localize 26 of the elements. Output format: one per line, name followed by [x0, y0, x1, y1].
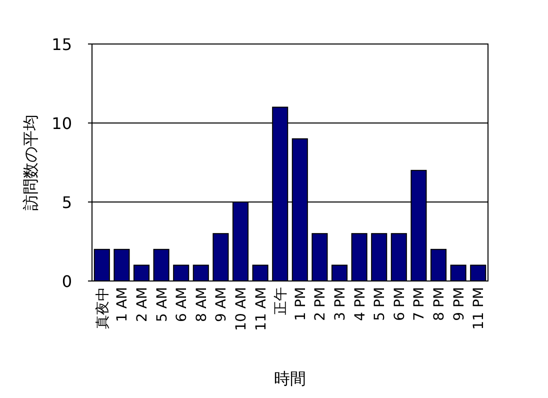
x-tick-label: 9 AM — [214, 287, 230, 322]
x-tick-label: 6 AM — [174, 287, 190, 322]
x-tick-label: 11 AM — [253, 287, 270, 331]
y-tick-label: 0 — [62, 272, 72, 291]
x-tick-label: 1 AM — [114, 287, 131, 322]
x-tick-label: 6 PM — [392, 287, 408, 321]
x-tick-label: 8 AM — [194, 287, 210, 322]
y-tick-label: 10 — [52, 114, 72, 133]
x-tick-label: 真夜中 — [94, 287, 111, 329]
y-tick-label: 15 — [52, 35, 72, 54]
y-tick-label: 5 — [62, 193, 72, 212]
x-tick-label: 2 PM — [312, 287, 329, 321]
x-tick-label: 9 PM — [451, 287, 468, 321]
x-tick-label: 4 PM — [352, 287, 368, 321]
x-tick-label: 正午 — [273, 287, 290, 315]
y-axis-title: 訪問数の平均 — [21, 114, 40, 210]
x-tick-label: 8 PM — [432, 287, 448, 321]
x-tick-label: 3 PM — [332, 287, 348, 321]
x-tick-label: 1 PM — [292, 287, 309, 321]
x-axis-title: 時間 — [274, 369, 306, 388]
x-tick-label: 5 PM — [372, 287, 388, 321]
x-tick-label: 2 AM — [134, 287, 150, 322]
x-tick-label: 10 AM — [234, 287, 250, 331]
x-tick-label: 11 PM — [471, 287, 488, 330]
x-tick-label: 5 AM — [154, 287, 170, 322]
x-tick-label: 7 PM — [412, 287, 428, 321]
